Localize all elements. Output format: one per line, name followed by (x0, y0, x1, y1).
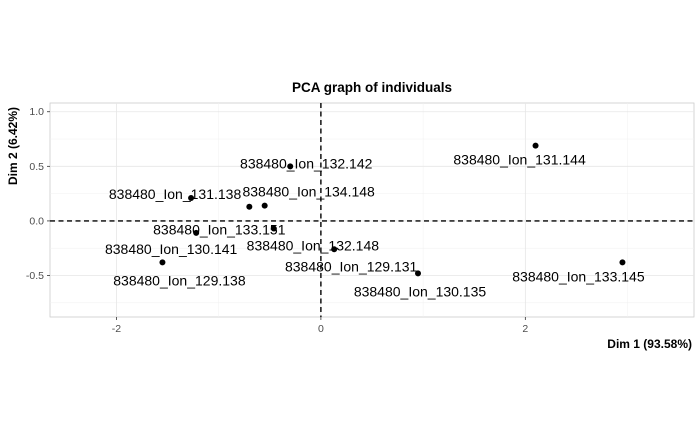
chart-title: PCA graph of individuals (292, 80, 452, 95)
data-point (188, 194, 195, 201)
point-label: 838480_Ion_134.148 (242, 184, 375, 200)
point-labels: 838480_Ion_131.144 838480_Ion_132.142 8384… (105, 152, 645, 300)
data-point (331, 246, 338, 253)
x-tick-label: 0 (318, 323, 324, 335)
data-point (159, 259, 166, 266)
reference-lines (50, 103, 694, 317)
data-point (619, 259, 626, 266)
y-tick-label: 0.5 (29, 161, 44, 173)
data-point (532, 142, 539, 149)
data-point (193, 229, 200, 236)
point-label: 838480_Ion_132.148 (247, 238, 380, 254)
y-axis-title: Dim 2 (6.42%) (6, 107, 20, 185)
plot-panel (49, 102, 695, 318)
point-label: 838480_Ion_132.142 (240, 155, 373, 171)
data-point (270, 225, 277, 232)
point-label: 838480_Ion_129.131 (285, 258, 418, 274)
point-label: 838480_Ion_133.145 (512, 268, 645, 284)
point-label: 838480_Ion_131.138 (109, 186, 242, 202)
grid-lines (50, 103, 694, 317)
point-label: 838480_Ion_129.138 (113, 272, 246, 288)
data-point (287, 163, 294, 170)
y-tick-label: -0.5 (26, 270, 44, 282)
point-label: 838480_Ion_133.151 (153, 222, 286, 238)
data-point (415, 270, 421, 277)
x-axis-title: Dim 1 (93.58%) (607, 337, 692, 351)
point-label: 838480_Ion_130.135 (354, 283, 487, 299)
y-tick-label: 0.0 (29, 215, 44, 227)
x-tick-label: -2 (112, 323, 121, 335)
point-label: 838480_Ion_130.141 (105, 241, 238, 257)
y-tick-label: 1.0 (29, 106, 44, 118)
point-label: 838480_Ion_131.144 (453, 152, 586, 168)
data-point (261, 202, 268, 209)
x-tick-label: 2 (522, 323, 528, 335)
data-point (246, 203, 253, 210)
data-points (159, 142, 626, 277)
axis-ticks: -2 0 2 -0.5 0.0 0.5 1.0 (26, 106, 529, 335)
